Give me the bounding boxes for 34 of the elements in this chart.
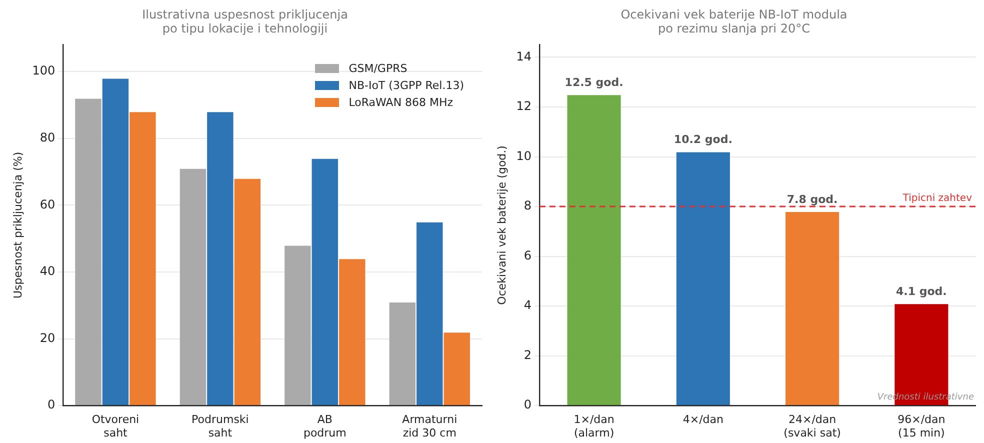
y-tick-label: 10 [516, 148, 532, 163]
y-tick-label: 6 [524, 248, 532, 262]
legend-label: NB-IoT (3GPP Rel.13) [348, 78, 464, 94]
chart-title: Ilustrativna uspesnost prikljucenja po tipu lokacije i tehnologiji [142, 7, 348, 36]
x-tick-label: 24×/dan (svaki sat) [784, 413, 841, 440]
y-tick-label: 0 [524, 398, 532, 412]
y-axis-title: Uspesnost prikljucenja (%) [11, 152, 24, 299]
y-tick-label: 20 [40, 330, 56, 345]
x-tick-label: Podrumski saht [192, 413, 249, 440]
x-tick-label: Otvoreni saht [92, 413, 140, 440]
y-tick-label: 8 [524, 198, 532, 213]
y-tick-label: 12 [516, 99, 532, 114]
y-tick-label: 2 [524, 348, 532, 362]
y-tick-label: 0 [47, 398, 56, 412]
data-label: 7.8 god. [786, 192, 838, 206]
y-tick-label: 80 [40, 130, 56, 144]
x-tick-label: Armaturni zid 30 cm [402, 413, 458, 440]
data-label: 4.1 god. [896, 284, 947, 298]
y-tick-label: 14 [516, 49, 532, 64]
data-label: 12.5 god. [564, 76, 624, 89]
y-axis-title: Ocekivani vek baterije (god.) [495, 146, 508, 305]
x-tick-label: 96×/dan (15 min) [898, 413, 946, 440]
y-tick-label: 100 [32, 64, 56, 78]
x-tick-label: 4×/dan [682, 413, 724, 426]
y-tick-label: 60 [40, 197, 56, 212]
data-label: 10.2 god. [674, 133, 732, 146]
legend-label: LoRaWAN 868 MHz [348, 95, 454, 111]
y-tick-label: 4 [524, 298, 532, 312]
x-tick-label: AB podrum [303, 413, 346, 440]
y-tick-label: 40 [40, 264, 56, 278]
x-tick-label: 1×/dan (alarm) [574, 413, 614, 440]
legend-label: GSM/GPRS [348, 61, 408, 77]
ref-line-label: Tipicni zahtev [902, 193, 972, 204]
chart-title: Ocekivani vek baterije NB-IoT modula po rezimu slanja pri 20°C [620, 7, 848, 36]
